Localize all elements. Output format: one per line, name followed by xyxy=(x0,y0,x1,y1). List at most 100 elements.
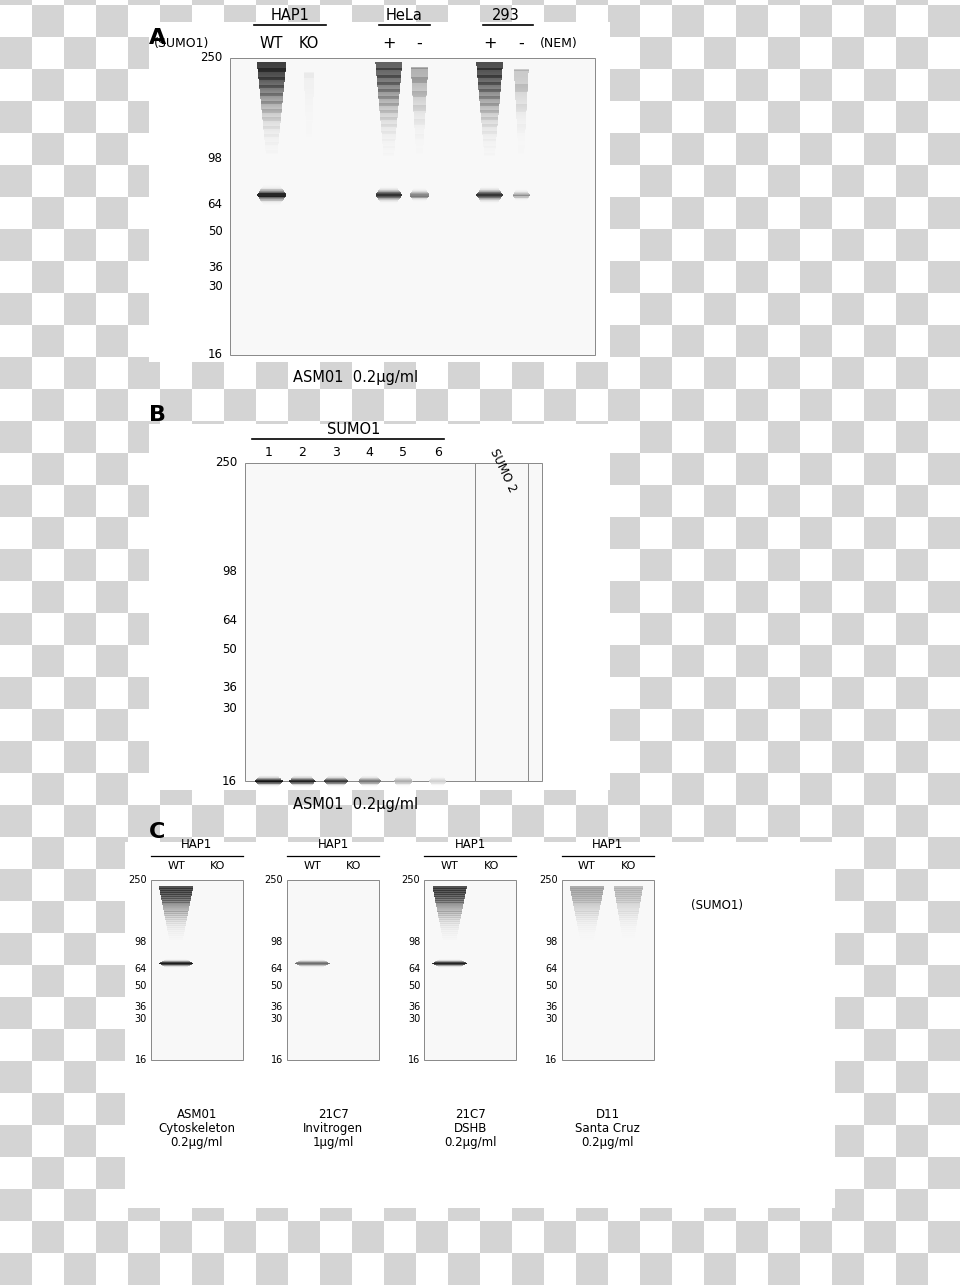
Bar xyxy=(516,111,526,112)
Bar xyxy=(864,741,896,774)
Bar xyxy=(415,132,424,134)
Bar xyxy=(416,484,448,517)
Bar xyxy=(576,293,608,325)
Bar xyxy=(307,152,311,153)
Bar xyxy=(320,0,352,5)
Bar xyxy=(64,484,96,517)
Bar xyxy=(864,965,896,997)
Bar xyxy=(376,77,401,80)
Text: HAP1: HAP1 xyxy=(455,838,486,851)
Bar xyxy=(832,1061,864,1094)
Bar xyxy=(256,293,288,325)
Bar xyxy=(32,325,64,357)
Bar xyxy=(411,71,428,72)
Bar xyxy=(480,229,512,261)
Bar xyxy=(640,869,672,901)
Bar xyxy=(516,105,527,107)
Bar xyxy=(64,1124,96,1156)
Bar xyxy=(160,997,192,1029)
Bar xyxy=(576,134,608,164)
Bar xyxy=(544,1156,576,1189)
Bar xyxy=(480,709,512,741)
Bar xyxy=(352,261,384,293)
Bar xyxy=(160,645,192,677)
Bar xyxy=(672,613,704,645)
Bar xyxy=(0,709,32,741)
Bar xyxy=(672,1061,704,1094)
Bar xyxy=(896,5,928,37)
Bar xyxy=(262,111,281,112)
Bar xyxy=(128,901,160,933)
Text: 250: 250 xyxy=(215,456,237,469)
Bar xyxy=(0,581,32,613)
Bar xyxy=(516,104,527,105)
Bar xyxy=(64,1156,96,1189)
Text: 30: 30 xyxy=(208,280,223,293)
Bar xyxy=(736,134,768,164)
Bar xyxy=(704,229,736,261)
Bar xyxy=(128,774,160,804)
Bar xyxy=(382,135,396,136)
Bar xyxy=(96,261,128,293)
Bar xyxy=(515,89,528,90)
Bar xyxy=(224,837,256,869)
Bar xyxy=(96,677,128,709)
Bar xyxy=(304,86,314,89)
Bar xyxy=(352,613,384,645)
Bar xyxy=(608,389,640,421)
Bar xyxy=(704,837,736,869)
Bar xyxy=(608,1094,640,1124)
Text: 64: 64 xyxy=(408,965,420,974)
Bar xyxy=(672,965,704,997)
Bar xyxy=(264,135,279,137)
Bar xyxy=(448,102,480,134)
Bar xyxy=(256,933,288,965)
Bar xyxy=(544,0,576,5)
Bar xyxy=(224,261,256,293)
Bar xyxy=(544,37,576,69)
Bar xyxy=(576,164,608,197)
Bar xyxy=(544,613,576,645)
Bar xyxy=(640,1156,672,1189)
Bar xyxy=(832,1156,864,1189)
Bar xyxy=(377,82,400,84)
Bar xyxy=(304,87,314,89)
Bar xyxy=(515,75,528,76)
Bar xyxy=(576,325,608,357)
Text: HAP1: HAP1 xyxy=(318,838,348,851)
Bar xyxy=(411,72,428,73)
Bar xyxy=(832,709,864,741)
Bar xyxy=(672,1094,704,1124)
Bar xyxy=(125,842,835,1208)
Bar xyxy=(320,1124,352,1156)
Bar xyxy=(256,37,288,69)
Bar xyxy=(256,581,288,613)
Bar xyxy=(415,134,424,136)
Bar xyxy=(352,421,384,454)
Bar xyxy=(800,261,832,293)
Bar xyxy=(832,1253,864,1285)
Bar xyxy=(259,85,284,87)
Bar xyxy=(160,901,192,933)
Bar xyxy=(832,1029,864,1061)
Bar xyxy=(378,96,399,98)
Bar xyxy=(896,709,928,741)
Bar xyxy=(480,677,512,709)
Bar xyxy=(517,130,525,131)
Bar xyxy=(128,261,160,293)
Bar xyxy=(0,357,32,389)
Bar xyxy=(736,164,768,197)
Bar xyxy=(288,1094,320,1124)
Bar xyxy=(260,95,283,96)
Bar xyxy=(768,613,800,645)
Bar xyxy=(128,484,160,517)
Bar xyxy=(64,293,96,325)
Bar xyxy=(576,804,608,837)
Bar xyxy=(320,69,352,102)
Bar xyxy=(320,229,352,261)
Bar xyxy=(384,837,416,869)
Bar xyxy=(515,77,528,78)
Bar xyxy=(768,837,800,869)
Bar xyxy=(224,293,256,325)
Bar xyxy=(480,1094,512,1124)
